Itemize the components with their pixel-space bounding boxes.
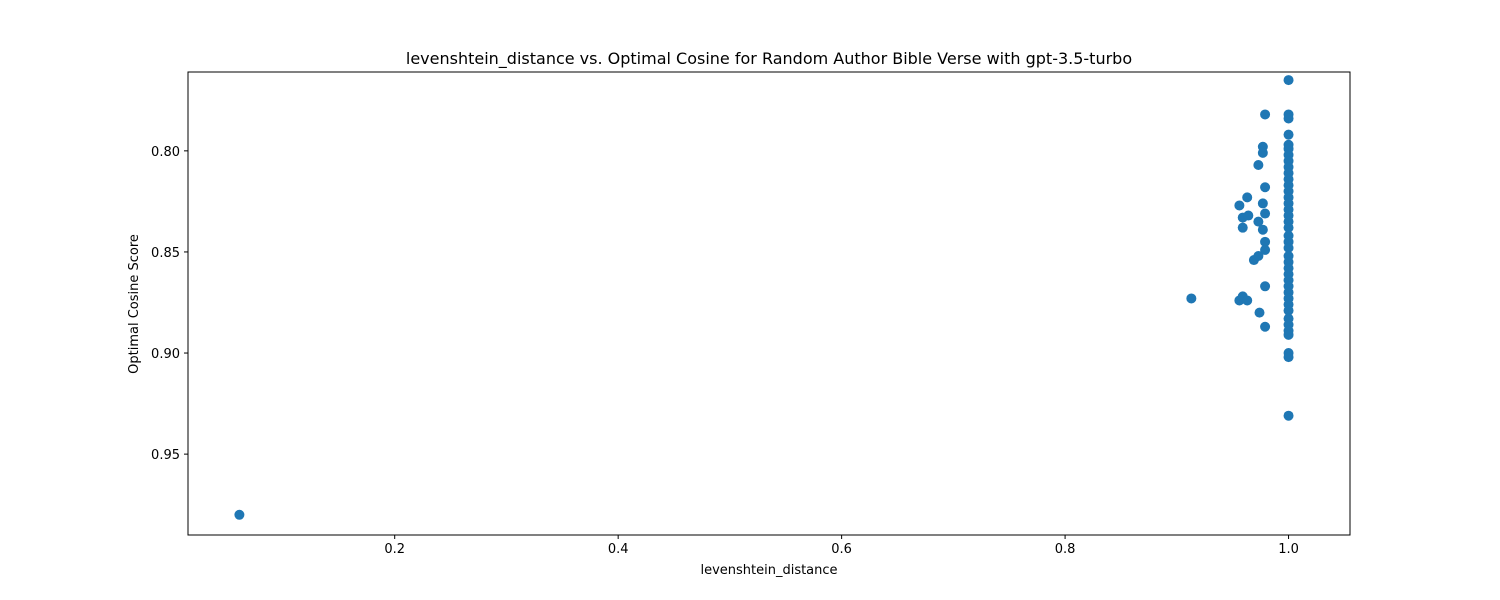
data-point — [1243, 210, 1254, 221]
data-point — [1234, 200, 1245, 211]
data-point — [1260, 321, 1271, 332]
data-point — [1283, 113, 1294, 124]
data-point — [1283, 329, 1294, 340]
y-tick-label: 0.90 — [151, 347, 180, 362]
x-tick-label: 0.2 — [384, 542, 405, 557]
data-point — [1260, 236, 1271, 247]
y-tick-label: 0.80 — [151, 145, 180, 160]
x-axis-ticks: 0.2 0.4 0.6 0.8 1.0 — [384, 535, 1299, 557]
data-point — [1283, 352, 1294, 363]
data-point — [1260, 244, 1271, 255]
data-points — [234, 75, 1294, 520]
data-point — [1242, 192, 1253, 203]
data-point — [1283, 129, 1294, 140]
data-point — [1257, 141, 1268, 152]
y-tick-label: 0.85 — [151, 246, 180, 261]
data-point — [1260, 208, 1271, 219]
data-point — [1237, 222, 1248, 233]
data-point — [1253, 250, 1264, 261]
data-point — [1257, 224, 1268, 235]
data-point — [1260, 182, 1271, 193]
x-tick-label: 0.8 — [1055, 542, 1076, 557]
data-point — [1260, 281, 1271, 292]
data-point — [1283, 242, 1294, 253]
data-point — [1283, 222, 1294, 233]
data-point — [234, 509, 245, 520]
y-axis-label: Optimal Cosine Score — [127, 234, 142, 374]
data-point — [1283, 305, 1294, 316]
data-point — [1242, 295, 1253, 306]
x-tick-label: 1.0 — [1278, 542, 1299, 557]
data-point — [1254, 307, 1265, 318]
data-point — [1283, 75, 1294, 86]
chart-title: levenshtein_distance vs. Optimal Cosine … — [406, 49, 1132, 69]
x-axis-label: levenshtein_distance — [700, 563, 837, 578]
y-tick-label: 0.95 — [151, 448, 180, 463]
data-point — [1260, 109, 1271, 120]
data-point — [1253, 216, 1264, 227]
data-point — [1257, 198, 1268, 209]
x-tick-label: 0.6 — [831, 542, 852, 557]
y-axis-ticks: 0.80 0.85 0.90 0.95 — [151, 145, 188, 463]
x-tick-label: 0.4 — [608, 542, 629, 557]
plot-frame — [187, 71, 1351, 536]
data-point — [1186, 293, 1197, 304]
data-point — [1253, 160, 1264, 170]
data-point — [1283, 410, 1294, 421]
